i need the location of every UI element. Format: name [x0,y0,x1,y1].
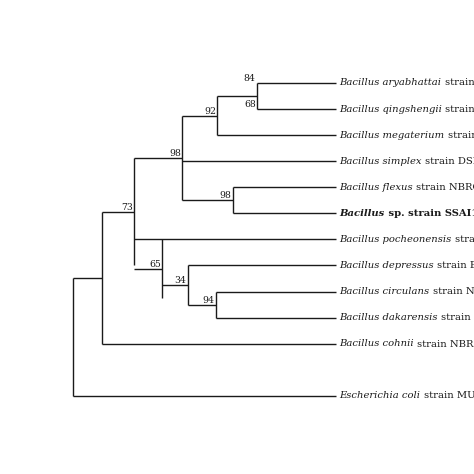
Text: Bacillus megaterium: Bacillus megaterium [339,131,445,139]
Text: Bacillus cohnii: Bacillus cohnii [339,339,414,348]
Text: Bacillus qingshengii: Bacillus qingshengii [339,105,442,113]
Text: sp. strain SSAI1 (M: sp. strain SSAI1 (M [385,209,474,218]
Text: strain B8W2: strain B8W2 [442,79,474,87]
Text: 34: 34 [174,276,186,285]
Text: 98: 98 [220,191,232,200]
Text: Bacillus flexus: Bacillus flexus [339,183,413,191]
Text: strain DSM 13.: strain DSM 13. [422,157,474,165]
Text: strain NBRC 15565 (N: strain NBRC 15565 (N [414,339,474,348]
Text: 73: 73 [121,203,133,212]
Text: strain MU01: strain MU01 [420,392,474,400]
Text: strain Gs: strain Gs [452,235,474,244]
Text: 98: 98 [169,149,181,158]
Text: 92: 92 [204,107,216,116]
Text: strain ATCC: strain ATCC [445,131,474,139]
Text: strain NBRC: strain NBRC [430,287,474,296]
Text: Bacillus pocheonensis: Bacillus pocheonensis [339,235,452,244]
Text: Bacillus depressus: Bacillus depressus [339,261,434,270]
Text: strain Mars: strain Mars [438,313,474,322]
Text: strain G19: strain G19 [442,105,474,113]
Text: Bacillus: Bacillus [339,209,385,218]
Text: Bacillus simplex: Bacillus simplex [339,157,422,165]
Text: 68: 68 [244,100,255,109]
Text: 94: 94 [203,296,215,305]
Text: 84: 84 [244,74,255,83]
Text: Bacillus aryabhattai: Bacillus aryabhattai [339,79,442,87]
Text: strain BZ1 (N: strain BZ1 (N [434,261,474,270]
Text: Bacillus circulans: Bacillus circulans [339,287,430,296]
Text: strain NBRC 15715: strain NBRC 15715 [413,183,474,191]
Text: Bacillus dakarensis: Bacillus dakarensis [339,313,438,322]
Text: Escherichia coli: Escherichia coli [339,392,420,400]
Text: 65: 65 [149,260,161,269]
